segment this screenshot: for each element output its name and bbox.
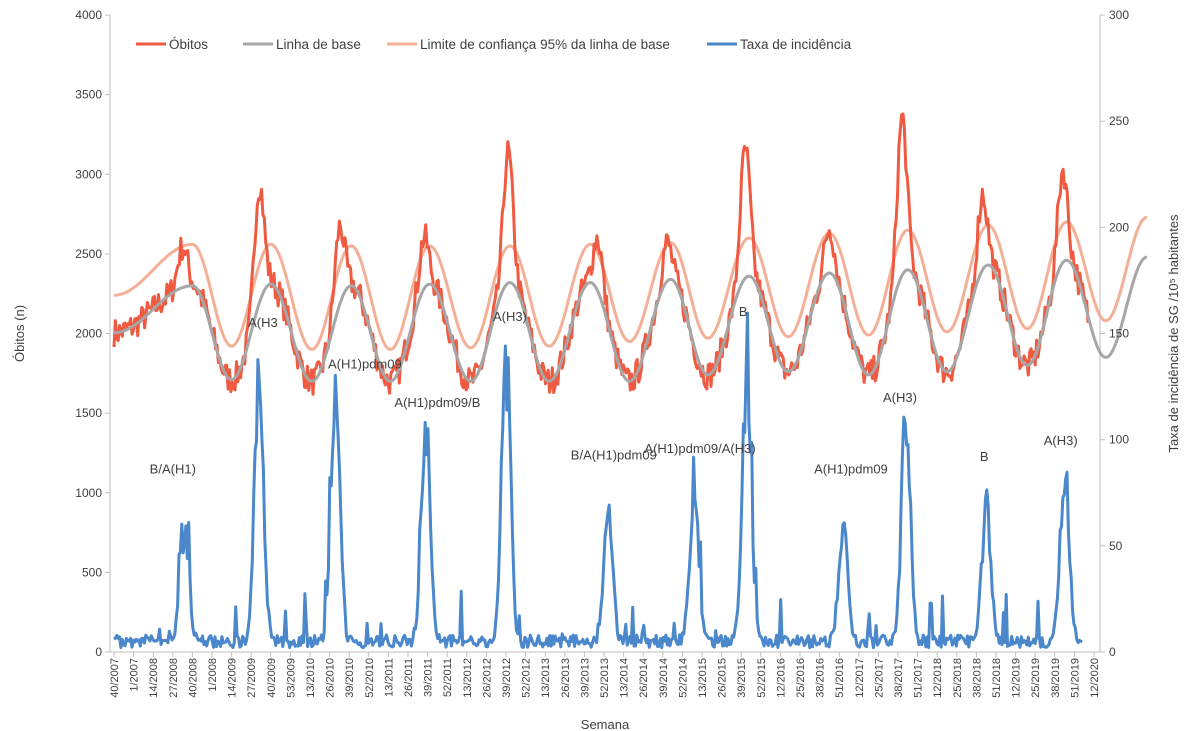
x-tick-label: 1/2008 xyxy=(207,658,219,692)
legend-label: Limite de confiança 95% da linha de base xyxy=(420,37,670,52)
strain-annotation: A(H1)pdm09/A(H3) xyxy=(644,441,755,456)
x-tick-label: 26/2014 xyxy=(638,658,650,698)
x-tick-label: 12/2018 xyxy=(932,658,944,698)
strain-annotation: A(H3) xyxy=(1044,433,1078,448)
x-tick-label: 52/2012 xyxy=(521,658,533,698)
x-tick-label: 53/2009 xyxy=(285,658,297,698)
x-tick-label: 25/2016 xyxy=(795,658,807,698)
annotations: B/A(H1) A(H3 A(H1)pdm09 A(H1)pdm09/B A(H3) B/… xyxy=(150,304,1078,477)
x-tick-label: 39/2013 xyxy=(579,658,591,698)
x-tick-label: 51/2019 xyxy=(1069,658,1081,698)
series-obitos-line xyxy=(112,112,1090,396)
legend: Óbitos Linha de base Limite de confiança 9… xyxy=(136,37,852,52)
x-tick-label: 52/2014 xyxy=(677,658,689,698)
x-tick-label: 40/2009 xyxy=(266,658,278,698)
legend-label: Taxa de incidência xyxy=(740,37,852,52)
y-left-tick-label: 0 xyxy=(95,645,102,659)
x-tick-label: 27/2008 xyxy=(168,658,180,698)
x-tick-label: 51/2017 xyxy=(913,658,925,698)
x-tick-label: 12/2020 xyxy=(1089,658,1101,698)
y-left-tick-label: 500 xyxy=(82,565,102,579)
x-tick-label: 38/2016 xyxy=(815,658,827,698)
x-tick-label: 14/2009 xyxy=(227,658,239,698)
y-axis-left-label: Óbitos (n) xyxy=(12,305,27,362)
strain-annotation: B/A(H1) xyxy=(150,462,196,477)
y-left-tick-label: 2500 xyxy=(75,247,102,261)
series-baseline-line xyxy=(113,255,1148,383)
strain-annotation: A(H1)pdm09 xyxy=(814,462,888,477)
y-right-tick-label: 200 xyxy=(1109,220,1129,234)
x-tick-label: 26/2011 xyxy=(403,658,415,697)
strain-annotation: B xyxy=(980,449,989,464)
x-tick-label: 39/2010 xyxy=(344,658,356,698)
x-tick-label: 25/2019 xyxy=(1030,658,1042,698)
y-left-tick-label: 3000 xyxy=(75,167,102,181)
x-axis-label: Semana xyxy=(581,717,630,731)
x-tick-label: 12/2019 xyxy=(1011,658,1023,698)
y-right-tick-label: 0 xyxy=(1109,645,1116,659)
x-tick-label: 39/2011 xyxy=(423,658,435,697)
x-tick-label: 13/2013 xyxy=(540,658,552,698)
series-limit-line xyxy=(113,215,1148,351)
y-left-tick-label: 2000 xyxy=(75,327,102,341)
legend-label: Linha de base xyxy=(276,37,361,52)
x-tick-label: 52/2013 xyxy=(599,658,611,698)
x-tick-label: 14/2008 xyxy=(148,658,160,698)
y-left-tick-label: 1000 xyxy=(75,486,102,500)
x-tick-label: 39/2014 xyxy=(658,658,670,698)
strain-annotation: A(H1)pdm09/B xyxy=(394,395,480,410)
x-tick-label: 39/2015 xyxy=(736,658,748,698)
y-axis-right-label: Taxa de incidência de SG /10⁵ habitantes xyxy=(1166,214,1181,453)
x-tick-label: 1/2007 xyxy=(129,658,141,692)
y-left-tick-label: 3500 xyxy=(75,88,102,102)
x-tick-label: 52/2015 xyxy=(756,658,768,698)
y-right-tick-label: 50 xyxy=(1109,539,1123,553)
axes xyxy=(105,14,1105,657)
x-tick-label: 51/2018 xyxy=(991,658,1003,698)
x-tick-label: 13/2015 xyxy=(697,658,709,698)
strain-annotation: B/A(H1)pdm09 xyxy=(571,447,657,462)
x-tick-label: 38/2018 xyxy=(971,658,983,698)
y-left-tick-label: 1500 xyxy=(75,406,102,420)
x-tick-label: 52/2010 xyxy=(364,658,376,698)
x-tick-label: 13/2010 xyxy=(305,658,317,698)
y-right-tick-label: 100 xyxy=(1109,433,1129,447)
series-incidence-line xyxy=(113,311,1083,650)
x-tick-label: 26/2010 xyxy=(325,658,337,698)
x-tick-label: 13/2011 xyxy=(383,658,395,697)
x-tick-label: 27/2009 xyxy=(246,658,258,698)
x-tick-label: 26/2015 xyxy=(717,658,729,698)
x-tick-label: 13/2012 xyxy=(462,658,474,698)
legend-label: Óbitos xyxy=(169,37,208,52)
x-tick-label: 26/2013 xyxy=(560,658,572,698)
y-right-tick-label: 300 xyxy=(1109,8,1129,22)
x-tick-label: 38/2019 xyxy=(1050,658,1062,698)
x-tick-label: 26/2012 xyxy=(481,658,493,698)
x-tick-label: 25/2017 xyxy=(873,658,885,698)
y-left-tick-label: 4000 xyxy=(75,8,102,22)
series-group xyxy=(112,112,1148,650)
x-tick-label: 13/2014 xyxy=(619,658,631,698)
y-right-tick-label: 250 xyxy=(1109,114,1129,128)
y-right-tick-label: 150 xyxy=(1109,327,1129,341)
strain-annotation: A(H3) xyxy=(883,390,917,405)
strain-annotation: A(H3) xyxy=(493,309,527,324)
strain-annotation: A(H1)pdm09 xyxy=(328,357,402,372)
strain-annotation: B xyxy=(739,304,748,319)
strain-annotation: A(H3 xyxy=(248,315,278,330)
x-tick-label: 52/2011 xyxy=(442,658,454,697)
x-tick-label: 12/2016 xyxy=(775,658,787,698)
x-tick-label: 25/2018 xyxy=(952,658,964,698)
tick-labels: 0 500 1000 1500 2000 2500 3000 3500 4000 0 50 100 15… xyxy=(75,8,1129,698)
x-tick-label: 40/2007 xyxy=(109,658,121,698)
x-tick-label: 38/2017 xyxy=(893,658,905,698)
x-tick-label: 39/2012 xyxy=(501,658,513,698)
x-tick-label: 51/2016 xyxy=(834,658,846,698)
x-tick-label: 40/2008 xyxy=(187,658,199,698)
x-tick-label: 12/2017 xyxy=(854,658,866,698)
